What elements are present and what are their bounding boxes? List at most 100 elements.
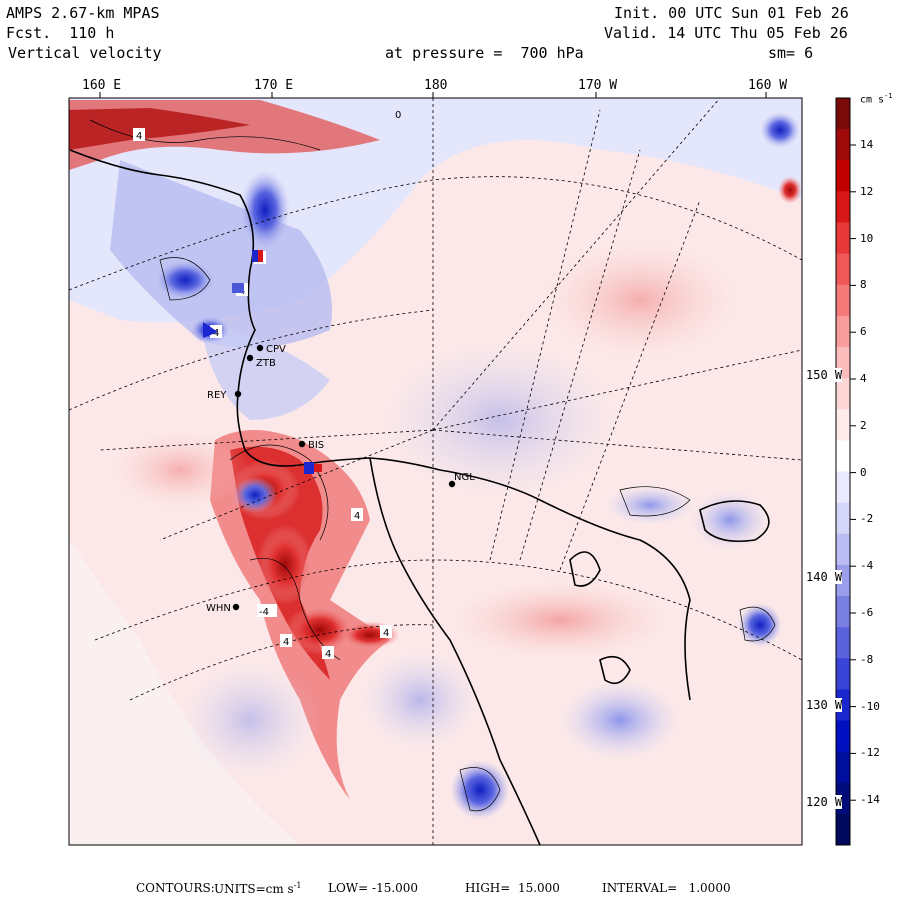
wind-flags xyxy=(203,250,322,474)
colorbar-tick-label: 6 xyxy=(860,325,867,339)
descent-core-2 xyxy=(155,260,215,300)
descent-band-coast xyxy=(200,320,330,420)
colorbar-swatch xyxy=(836,720,850,753)
contour-label: 4 xyxy=(325,649,331,660)
colorbar-swatch xyxy=(836,160,850,192)
station-label-rey: REY xyxy=(207,390,227,401)
station-label-ztb: ZTB xyxy=(256,358,276,369)
colorbar-tick-label: 2 xyxy=(860,418,867,432)
colorbar-swatch xyxy=(836,658,850,690)
colorbar-swatch xyxy=(836,378,850,410)
footer-contours: CONTOURS: xyxy=(136,881,215,895)
lon-label-170e: 170 E xyxy=(254,78,294,93)
colorbar-swatch xyxy=(836,813,850,846)
station-dot-ngl[interactable] xyxy=(448,480,456,488)
ascent-core-2 xyxy=(257,525,313,605)
model-title: AMPS 2.67-km MPAS xyxy=(6,4,160,22)
station-dot-cpv[interactable] xyxy=(256,344,264,352)
colorbar-swatch xyxy=(836,284,850,317)
speckle-area-3 xyxy=(450,580,670,660)
station-label-whn: WHN xyxy=(206,603,231,614)
footer-units: UNITS=cm s-1 xyxy=(214,881,302,896)
station-dot-whn[interactable] xyxy=(232,603,240,611)
colorbar-tick-label: 14 xyxy=(860,138,874,151)
speckle-area-5 xyxy=(360,650,480,750)
colorbar-tick-label: 12 xyxy=(860,184,874,198)
footer-low: LOW= -15.000 xyxy=(328,881,419,895)
colorbar-swatch xyxy=(836,315,850,348)
footer-interval: INTERVAL= 1.0000 xyxy=(602,881,731,895)
colorbar xyxy=(836,98,856,846)
station-label-cpv: CPV xyxy=(266,344,286,355)
strong-ascent-northwest xyxy=(69,108,250,150)
colorbar-tick-label: 8 xyxy=(860,278,867,292)
smoothing: sm= 6 xyxy=(768,44,814,62)
descent-band-west xyxy=(110,160,332,348)
colorbar-frame xyxy=(835,97,851,846)
colorbar-swatch xyxy=(836,409,850,441)
lat-label-120w: 120 W xyxy=(806,795,843,809)
colorbar-swatch xyxy=(836,689,850,721)
colorbar-swatch xyxy=(836,129,850,161)
colorbar-swatch xyxy=(836,98,850,130)
lat-label-130w: 130 W xyxy=(806,698,843,712)
speckle-area-1 xyxy=(380,340,620,500)
colorbar-swatch xyxy=(836,440,850,472)
colorbar-swatch xyxy=(836,596,850,628)
colorbar-swatch xyxy=(836,471,850,504)
station-label-ngl: NGL xyxy=(454,472,475,483)
ascent-core-ne xyxy=(778,176,802,204)
colorbar-tick-label: 0 xyxy=(860,465,867,479)
map-field: 4 4 4 4 -4 4 4 4 4 0 CPV ZTB REY B xyxy=(69,98,802,845)
contour-label: 4 xyxy=(354,511,360,522)
contour-label: -4 xyxy=(259,607,269,618)
map-frame xyxy=(68,97,803,846)
contour-label: 4 xyxy=(213,328,219,339)
lon-label-180: 180 xyxy=(424,78,448,93)
descent-area-south xyxy=(560,680,680,760)
contour-label: 4 xyxy=(136,131,142,142)
descent-core-ne xyxy=(760,112,800,148)
lon-label-160w: 160 W xyxy=(748,78,788,93)
ascent-core-3 xyxy=(285,605,355,655)
graticule xyxy=(69,98,802,845)
outer-domain-area xyxy=(69,540,300,845)
lon-label-170w: 170 W xyxy=(578,78,618,93)
colorbar-tick-label: -12 xyxy=(860,746,880,760)
speckle-area-6 xyxy=(180,660,320,780)
descent-core-south xyxy=(450,760,510,820)
colorbar-swatch xyxy=(836,222,850,255)
lat-label-140w: 140 W xyxy=(806,570,843,584)
colorbar-tick-label: -6 xyxy=(860,606,874,619)
valid-time: Valid. 14 UTC Thu 05 Feb 26 xyxy=(604,24,848,42)
field-name: Vertical velocity xyxy=(8,44,162,62)
stations: CPV ZTB REY BIS NGL WHN xyxy=(206,344,475,614)
colorbar-swatch xyxy=(836,191,850,223)
pressure-level: at pressure = 700 hPa xyxy=(385,44,584,62)
colorbar-unit: cm s-1 xyxy=(860,92,893,106)
speckle-area-2 xyxy=(540,240,740,360)
colorbar-swatch xyxy=(836,627,850,659)
station-dot-bis[interactable] xyxy=(298,440,306,448)
colorbar-tick-label: -14 xyxy=(860,793,880,807)
footer-high: HIGH= 15.000 xyxy=(465,881,560,895)
colorbar-swatch xyxy=(836,502,850,535)
colorbar-tick-label: 10 xyxy=(860,231,874,245)
descent-area-east-1 xyxy=(605,485,695,525)
coastline xyxy=(69,149,770,845)
colorbar-tick-label: -4 xyxy=(860,559,874,573)
contour-label: 4 xyxy=(383,628,389,639)
longitude-ticks xyxy=(99,92,767,98)
colorbar-swatch xyxy=(836,751,850,784)
station-dot-rey[interactable] xyxy=(234,390,242,398)
contour-label: 4 xyxy=(283,637,289,648)
station-dot-ztb[interactable] xyxy=(246,354,254,362)
station-label-bis: BIS xyxy=(308,440,324,451)
contour-lines xyxy=(89,119,776,812)
speckle-area-4 xyxy=(110,430,250,510)
lon-label-160e: 160 E xyxy=(82,78,122,93)
colorbar-swatch xyxy=(836,253,850,286)
colorbar-tick-label: -8 xyxy=(860,652,874,666)
forecast-hour: Fcst. 110 h xyxy=(6,24,115,42)
